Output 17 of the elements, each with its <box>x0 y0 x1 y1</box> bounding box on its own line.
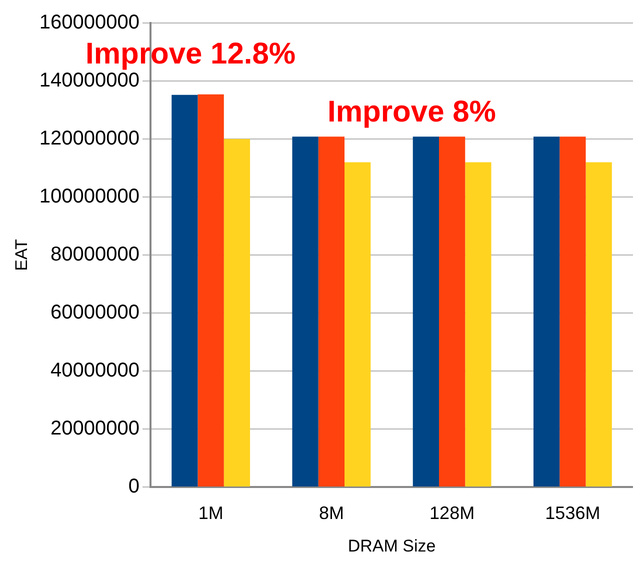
y-tick-label: 40000000 <box>50 360 140 382</box>
y-tick-label: 140000000 <box>39 70 140 92</box>
y-tick-label: 120000000 <box>39 128 140 150</box>
annotation: Improve 8% <box>328 95 496 128</box>
y-tick-label: 0 <box>128 476 140 498</box>
x-tick-label: 1536M <box>545 502 600 523</box>
y-tick-label: 100000000 <box>39 186 140 208</box>
x-tick-label: 8M <box>318 502 344 523</box>
y-tick-label: 20000000 <box>50 418 140 440</box>
x-tick-label: 128M <box>430 502 475 523</box>
x-axis-title: DRAM Size <box>348 536 436 556</box>
annotation: Improve 12.8% <box>86 37 296 70</box>
x-tick-label: 1M <box>198 502 224 523</box>
y-tick-label: 160000000 <box>39 12 140 34</box>
y-axis-title: EAT <box>12 239 31 271</box>
y-tick-label: 60000000 <box>50 302 140 324</box>
y-tick-label: 80000000 <box>50 244 140 266</box>
